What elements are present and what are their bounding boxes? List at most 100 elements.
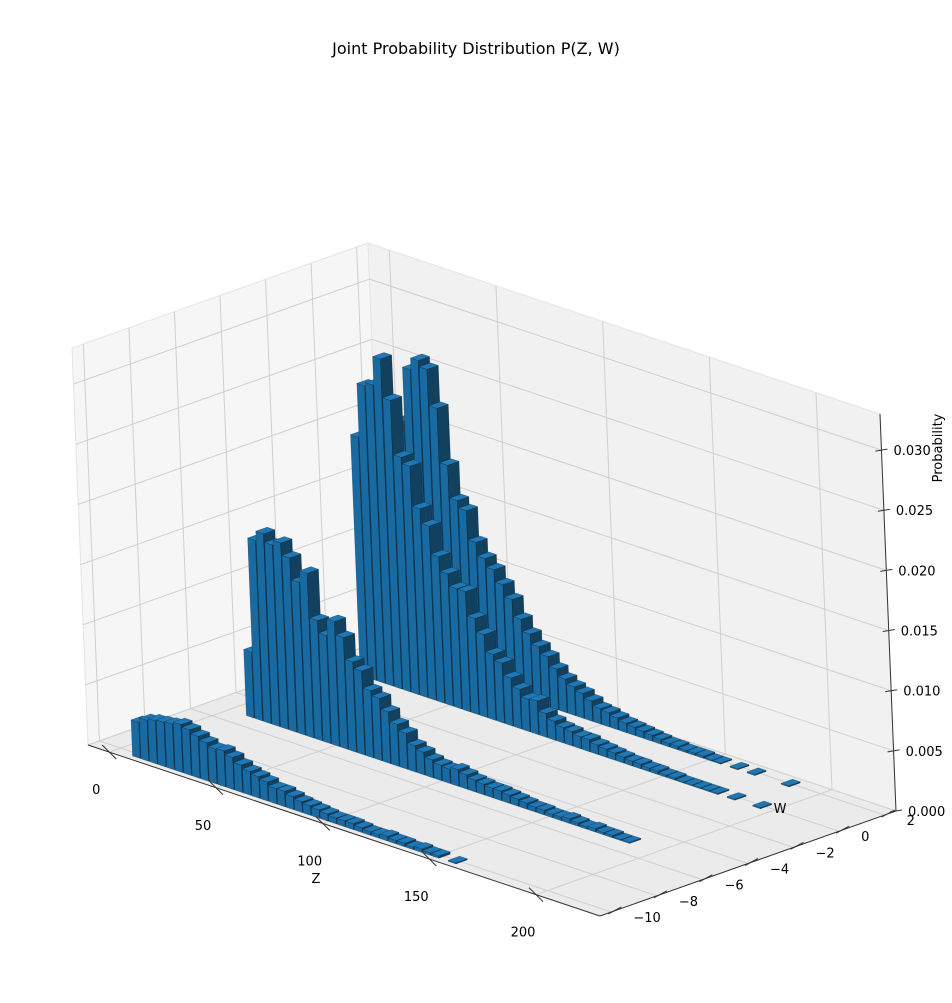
bar-top-face	[418, 362, 440, 370]
bar-w0-36	[666, 771, 688, 781]
z-tick-mark-6	[875, 448, 888, 452]
grid-line-z-left-3	[80, 459, 377, 566]
bar-front-face	[415, 749, 425, 776]
bar-top-face	[635, 724, 656, 732]
bar-top-face	[574, 686, 596, 694]
bar-top-face	[649, 764, 671, 772]
bar-top-face	[617, 716, 639, 724]
bar-top-face	[396, 836, 417, 844]
bar-top-face	[439, 567, 461, 575]
bar-top-face	[406, 738, 428, 747]
bar-top-face	[501, 788, 522, 796]
x-tick-mark-3	[421, 851, 437, 867]
bar-top-face	[409, 353, 431, 361]
bar-top-face	[561, 811, 582, 820]
bar-front-face	[276, 788, 286, 808]
bar-top-face	[458, 768, 479, 776]
bar-top-face	[535, 803, 557, 811]
bar-top-face	[598, 742, 619, 750]
z-axis-label: Probability	[931, 413, 946, 482]
bar-top-face	[456, 584, 478, 592]
z-tick-mark-5	[877, 508, 890, 512]
bar-top-face	[362, 683, 383, 691]
bar-front-face	[433, 762, 443, 782]
bar-top-face	[334, 630, 356, 638]
bar-top-face	[494, 577, 516, 585]
bar-top-face	[666, 771, 688, 779]
bar-w2-39	[780, 778, 801, 788]
bar-top-face	[381, 393, 403, 401]
grid-line-z-left-1	[85, 579, 382, 686]
bar-top-face	[692, 780, 713, 788]
x-axis-label: Z	[312, 872, 321, 887]
bar-top-face	[751, 800, 773, 808]
grid-line-y-left-3	[219, 295, 237, 693]
bar-top-face	[726, 792, 747, 800]
bar-top-face	[548, 662, 569, 670]
bar-w-10-35	[430, 848, 451, 859]
bar-front-face	[538, 710, 548, 738]
bar-top-face	[475, 777, 497, 785]
z-tick-label-3: 0.015	[901, 625, 938, 640]
grid-line-y-left-0	[82, 343, 100, 741]
bar-top-face	[615, 750, 636, 758]
bar-top-face	[609, 711, 630, 719]
y-tick-label-2: −6	[725, 879, 744, 894]
grid-line-x-back-3	[708, 356, 726, 755]
bar-front-face	[242, 768, 252, 796]
bar-top-face	[380, 705, 401, 713]
bar-top-face	[600, 705, 622, 713]
bar-top-face	[439, 458, 460, 466]
bar-top-face	[449, 762, 471, 770]
x-axis-line	[87, 744, 601, 917]
bar-top-face	[387, 833, 409, 841]
bar-top-face	[371, 352, 393, 360]
bar-w-10-36	[447, 855, 469, 865]
bar-top-face	[411, 501, 433, 510]
bar-w2-37	[729, 761, 750, 771]
bar-top-face	[189, 729, 211, 737]
bar-top-face	[546, 714, 567, 722]
bar-top-face	[709, 786, 730, 794]
bar-front-face	[555, 724, 565, 744]
bar-w2-36	[712, 756, 733, 765]
bar-front-face	[546, 718, 556, 741]
bar-top-face	[606, 746, 628, 754]
bar-top-face	[325, 614, 347, 622]
bars-layer	[130, 352, 801, 865]
bar-top-face	[181, 723, 202, 731]
bar-w-5-44	[621, 835, 642, 844]
bar-top-face	[424, 753, 445, 761]
y-tick-mark-1	[653, 890, 668, 899]
bar-top-face	[686, 746, 708, 754]
bar-top-face	[492, 784, 514, 792]
bar-top-face	[336, 814, 357, 822]
bar-top-face	[729, 761, 750, 769]
bar-top-face	[569, 815, 591, 824]
grid-line-z-back-3	[376, 459, 889, 632]
y-tick-mark-5	[835, 825, 850, 834]
grid-line-z-back-4	[374, 398, 887, 571]
bar-top-face	[224, 750, 245, 758]
bar-top-face	[503, 592, 525, 600]
bar-top-face	[658, 768, 679, 776]
bar-top-face	[420, 519, 442, 527]
bar-top-face	[626, 720, 648, 728]
bar-top-face	[258, 775, 280, 783]
grid-line-z-left-4	[78, 398, 375, 505]
y-tick-label-5: 0	[861, 830, 869, 845]
bar-front-face	[424, 757, 434, 779]
grid-line-y-left-1	[128, 327, 146, 725]
x-tick-label-4: 200	[511, 926, 536, 941]
bar-top-face	[565, 679, 587, 688]
bar-top-face	[512, 612, 534, 620]
bar-top-face	[392, 450, 414, 458]
bar-top-face	[539, 649, 561, 657]
bar-top-face	[544, 807, 565, 815]
bar-top-face	[447, 855, 469, 864]
bar-top-face	[603, 828, 625, 836]
bar-top-face	[703, 753, 725, 761]
z-tick-label-6: 0.030	[894, 444, 931, 459]
grid-line-z-left-2	[82, 519, 380, 626]
bar-w0-41	[709, 786, 730, 795]
